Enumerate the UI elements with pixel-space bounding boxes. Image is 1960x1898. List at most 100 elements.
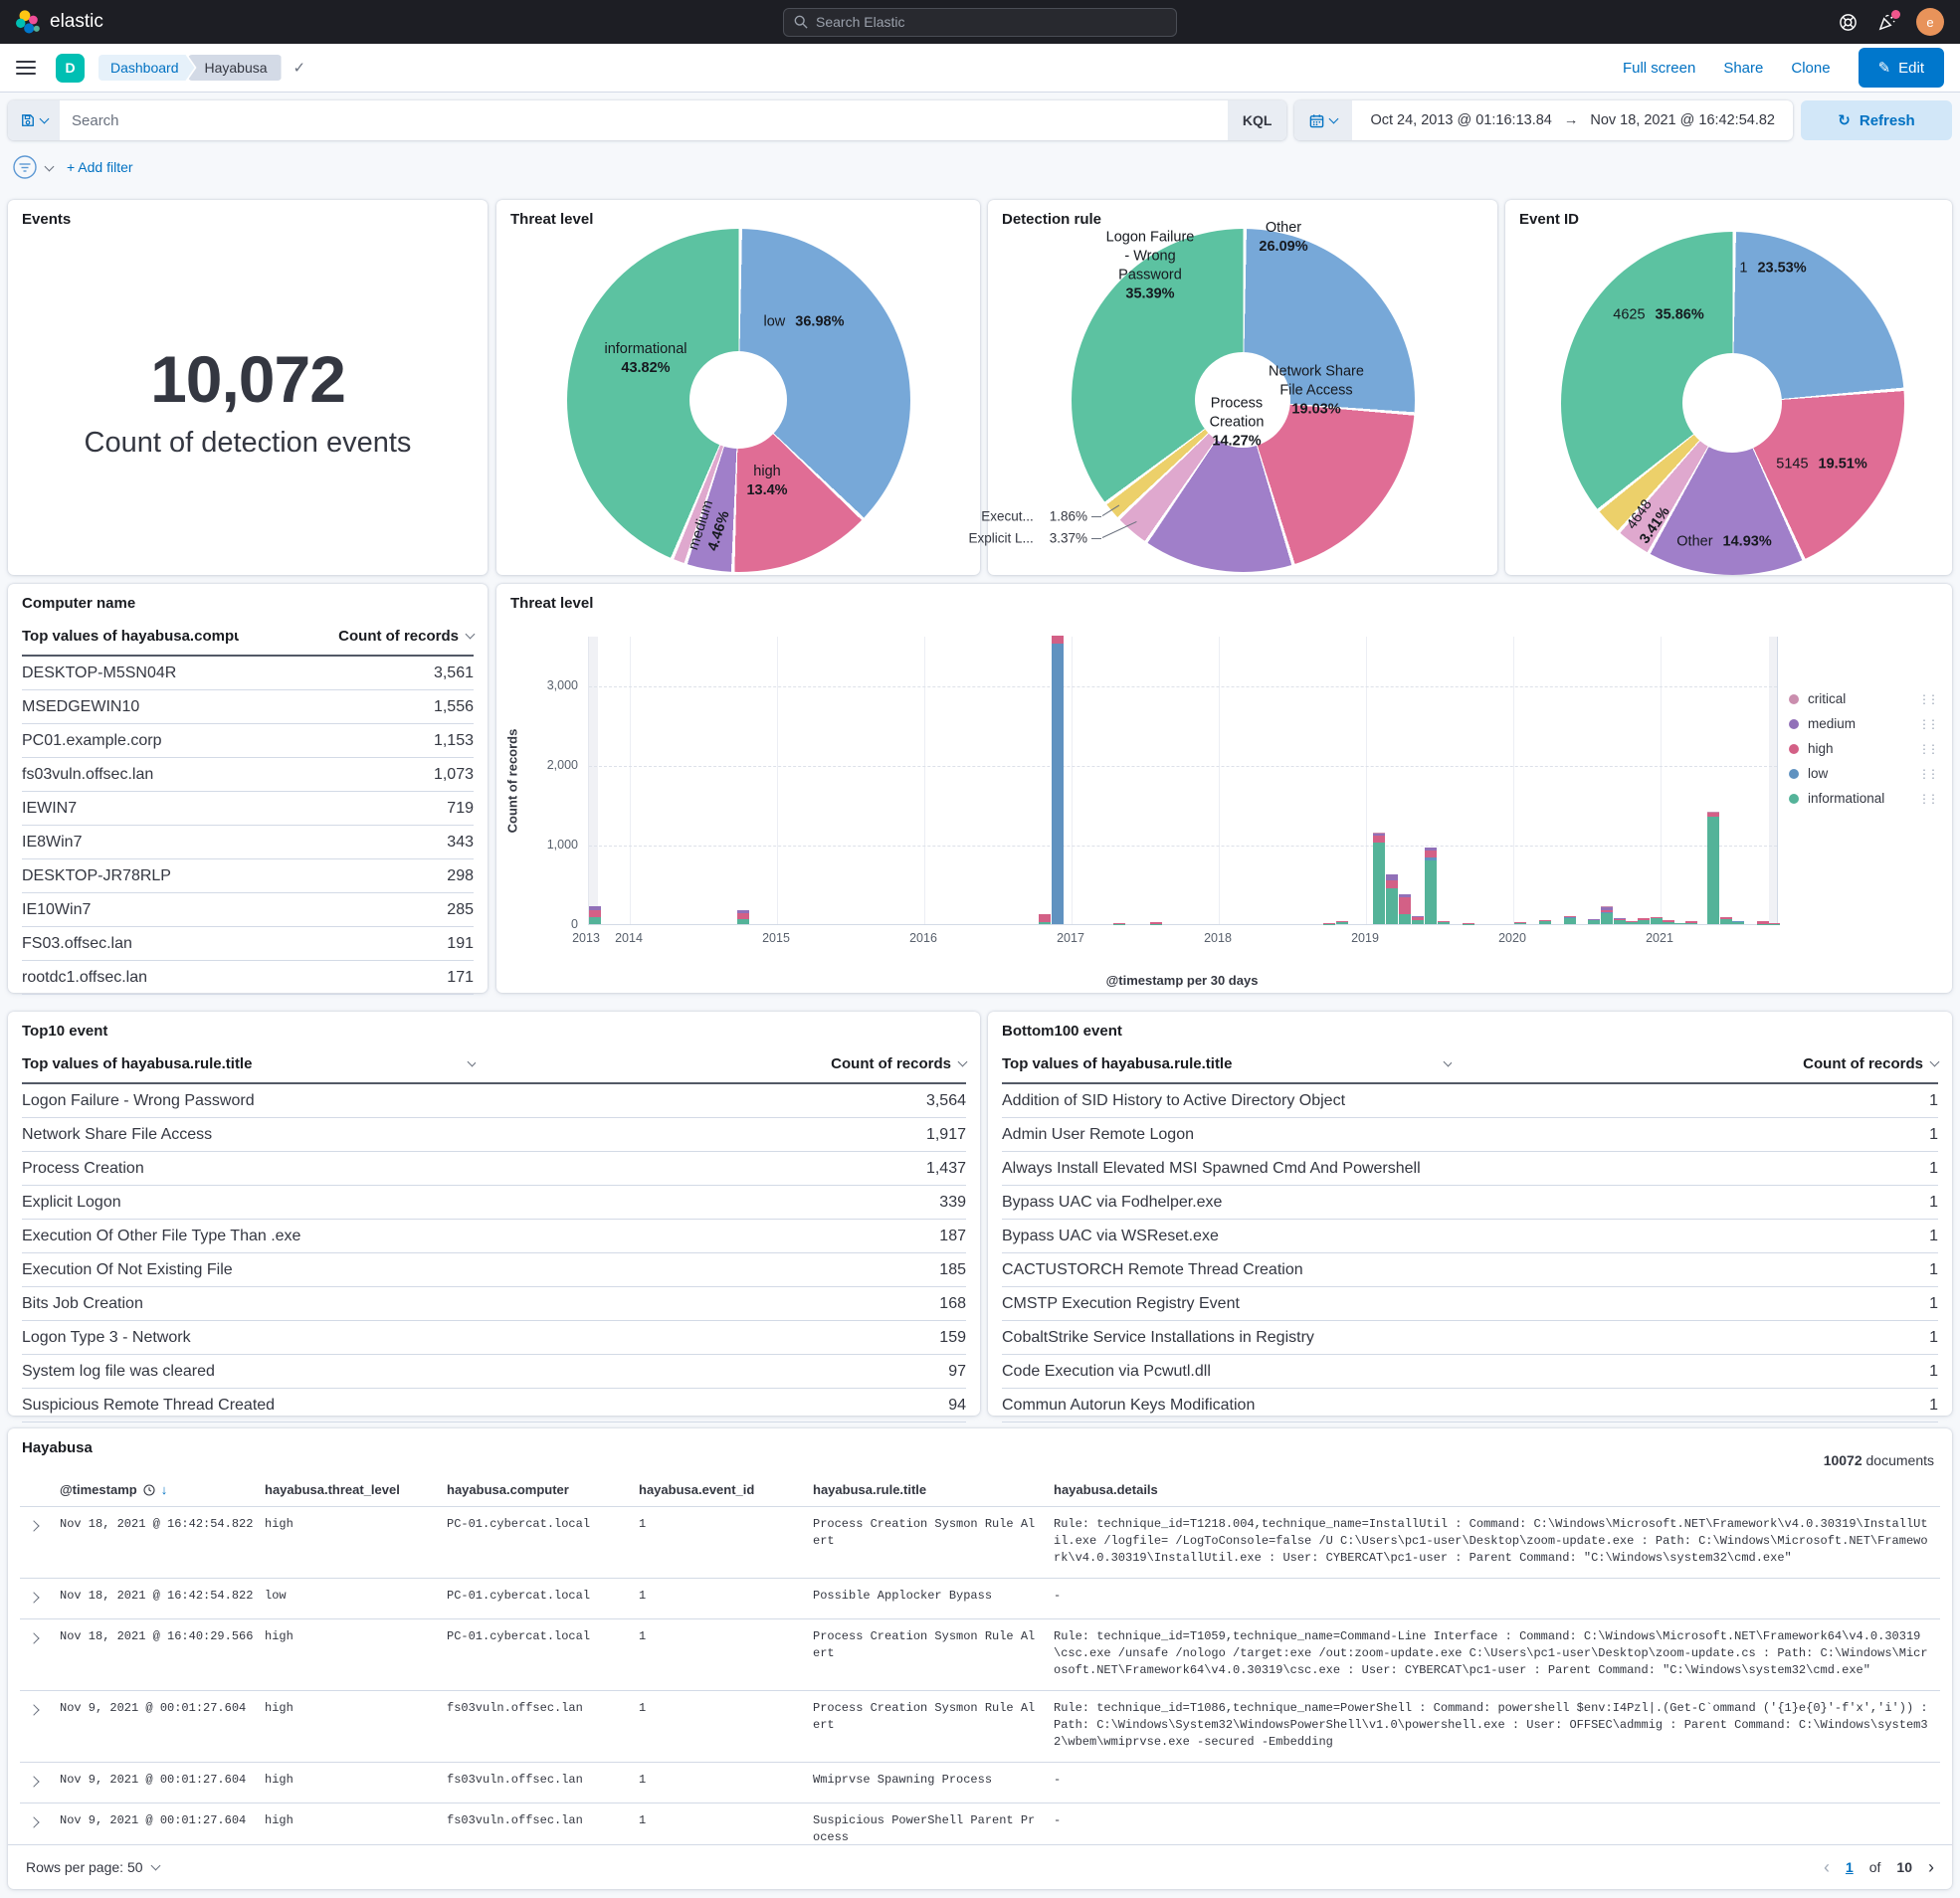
chevron-right-icon — [28, 1520, 40, 1532]
bar-stack — [1039, 914, 1051, 924]
date-range: Oct 24, 2013 @ 01:16:13.84 → Nov 18, 202… — [1352, 100, 1793, 140]
expand-row-button[interactable] — [20, 1516, 60, 1567]
legend-item-low[interactable]: low ⋮⋮ — [1789, 766, 1939, 781]
date-to[interactable]: Nov 18, 2021 @ 16:42:54.82 — [1590, 112, 1775, 128]
query-search-input[interactable]: Search — [72, 111, 119, 129]
share-button[interactable]: Share — [1723, 59, 1764, 77]
row-count-value: 1 — [1929, 1091, 1938, 1109]
filter-bar: + Add filter — [12, 154, 133, 180]
add-filter-button[interactable]: + Add filter — [67, 159, 133, 175]
row-field-value: Network Share File Access — [22, 1125, 213, 1143]
elastic-logo[interactable]: elastic — [0, 9, 103, 36]
cell-rule-title: Wmiprvse Spawning Process — [813, 1773, 993, 1787]
table-row: IEWIN7 719 — [22, 792, 474, 826]
calendar-button[interactable] — [1294, 100, 1353, 140]
column-header-rule-title[interactable]: hayabusa.rule.title — [813, 1482, 927, 1497]
row-field-value: IE8Win7 — [22, 833, 83, 851]
next-page-button[interactable]: › — [1928, 1856, 1934, 1877]
expand-row-button[interactable] — [20, 1700, 60, 1751]
column-header-field[interactable]: Top values of hayabusa.compu — [22, 628, 239, 645]
bar-segment-high — [1614, 918, 1626, 920]
check-icon[interactable]: ✓ — [293, 60, 306, 77]
expand-row-button[interactable] — [20, 1588, 60, 1608]
legend-item-critical[interactable]: critical ⋮⋮ — [1789, 691, 1939, 706]
events-count-label: Count of detection events — [84, 427, 412, 459]
legend-item-informational[interactable]: informational ⋮⋮ — [1789, 791, 1939, 806]
row-field-value: Process Creation — [22, 1159, 144, 1177]
row-field-value: Explicit Logon — [22, 1193, 121, 1211]
column-header-timestamp[interactable]: @timestamp ↓ — [60, 1482, 168, 1497]
rows-per-page-select[interactable]: Rows per page: 50 — [26, 1859, 160, 1875]
column-header-event-id[interactable]: hayabusa.event_id — [639, 1482, 755, 1497]
column-header-count[interactable]: Count of records — [831, 1055, 968, 1072]
legend-menu-icon[interactable]: ⋮⋮ — [1918, 691, 1939, 706]
column-header-threat-level[interactable]: hayabusa.threat_level — [265, 1482, 400, 1497]
chevron-down-icon — [150, 1860, 160, 1870]
table-row: fs03vuln.offsec.lan 1,073 — [22, 758, 474, 792]
donut-hole — [1195, 352, 1290, 448]
kql-switch[interactable]: KQL — [1227, 100, 1287, 140]
help-icon[interactable] — [1839, 13, 1858, 32]
page-number[interactable]: 1 — [1845, 1859, 1854, 1875]
expand-row-button[interactable] — [20, 1812, 60, 1846]
row-field-value: IE10Win7 — [22, 900, 92, 918]
bar-segment-informational — [1626, 921, 1638, 924]
clone-button[interactable]: Clone — [1791, 59, 1831, 77]
panel-title: Event ID — [1519, 211, 1580, 228]
user-avatar[interactable]: e — [1916, 8, 1944, 36]
dashboard-app-badge[interactable]: D — [56, 53, 85, 83]
refresh-button[interactable]: ↻ Refresh — [1801, 100, 1952, 140]
legend-item-high[interactable]: high ⋮⋮ — [1789, 741, 1939, 756]
column-header-field[interactable]: Top values of hayabusa.rule.title — [1002, 1055, 1452, 1072]
legend-menu-icon[interactable]: ⋮⋮ — [1918, 741, 1939, 756]
cell-timestamp: Nov 18, 2021 @ 16:42:54.822 — [60, 1517, 254, 1531]
table-header: Top values of hayabusa.rule.title Count … — [1002, 1044, 1940, 1084]
document-count: 10072 documents — [1823, 1452, 1934, 1468]
saved-query-button[interactable] — [8, 100, 60, 140]
column-header-details[interactable]: hayabusa.details — [1054, 1482, 1158, 1497]
full-screen-button[interactable]: Full screen — [1622, 59, 1696, 77]
gridline-vertical — [630, 637, 631, 924]
column-header-computer[interactable]: hayabusa.computer — [447, 1482, 569, 1497]
column-header-count[interactable]: Count of records — [338, 628, 476, 645]
column-header-field[interactable]: Top values of hayabusa.rule.title — [22, 1055, 476, 1072]
pie-slice-label: Network Share File Access 19.03% — [1269, 363, 1364, 418]
expand-row-button[interactable] — [20, 1772, 60, 1792]
timechart-plot — [588, 636, 1780, 925]
bar-stack — [737, 909, 749, 924]
legend-menu-icon[interactable]: ⋮⋮ — [1918, 791, 1939, 806]
row-count-value: 719 — [447, 799, 474, 817]
global-search-input[interactable]: Search Elastic — [783, 7, 1177, 37]
bar-segment-high — [1052, 636, 1064, 644]
edit-button[interactable]: ✎ Edit — [1858, 48, 1944, 88]
bar-segment-high — [1564, 916, 1576, 918]
cell-event-id: 1 — [639, 1629, 647, 1643]
date-from[interactable]: Oct 24, 2013 @ 01:16:13.84 — [1370, 112, 1552, 128]
table-row: CobaltStrike Service Installations in Re… — [1002, 1321, 1938, 1355]
row-count-value: 1,073 — [433, 765, 474, 783]
expand-row-button[interactable] — [20, 1628, 60, 1679]
cell-computer: fs03vuln.offsec.lan — [447, 1773, 583, 1787]
bar-segment-high — [1113, 922, 1125, 924]
x-axis-tick: 2017 — [1057, 931, 1084, 945]
bar-segment-high — [1386, 879, 1398, 888]
chevron-down-icon — [1929, 1056, 1940, 1067]
document-row: Nov 9, 2021 @ 00:01:27.604 high fs03vuln.o… — [20, 1690, 1940, 1762]
total-pages: 10 — [1896, 1859, 1912, 1875]
legend-item-medium[interactable]: medium ⋮⋮ — [1789, 716, 1939, 731]
previous-page-button[interactable]: ‹ — [1823, 1856, 1830, 1877]
filter-menu-icon[interactable] — [12, 154, 38, 180]
menu-icon[interactable] — [16, 61, 36, 75]
legend-menu-icon[interactable]: ⋮⋮ — [1918, 716, 1939, 731]
breadcrumb-dashboard[interactable]: Dashboard — [98, 55, 195, 81]
column-header-count[interactable]: Count of records — [1803, 1055, 1940, 1072]
pie-slice-label: Process Creation 14.27% — [1209, 395, 1265, 450]
panel-hayabusa-documents: Hayabusa 10072 documents @timestamp ↓ ha… — [8, 1428, 1952, 1889]
chevron-down-icon — [467, 1056, 476, 1067]
legend-menu-icon[interactable]: ⋮⋮ — [1918, 766, 1939, 781]
cell-timestamp: Nov 9, 2021 @ 00:01:27.604 — [60, 1813, 247, 1827]
newsfeed-icon[interactable] — [1877, 9, 1900, 32]
bar-segment-informational — [1386, 888, 1398, 924]
chevron-down-icon[interactable] — [44, 161, 55, 171]
donut-hole — [689, 351, 787, 449]
